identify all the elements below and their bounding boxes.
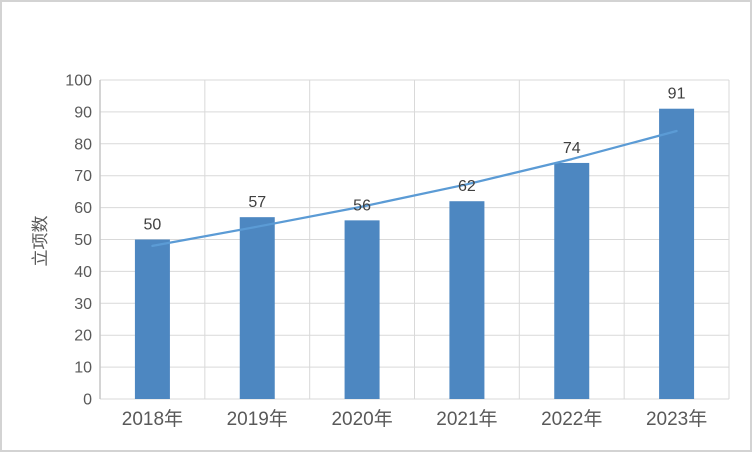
data-label-2019年: 57 — [248, 194, 266, 211]
bar-2022年 — [554, 162, 590, 399]
category-label-2019年: 2019年 — [227, 408, 288, 430]
y-tick-label: 20 — [74, 328, 92, 345]
bar-2023年 — [659, 108, 695, 400]
y-axis-title: 立项数 — [31, 216, 50, 267]
category-label-2021年: 2021年 — [436, 408, 497, 430]
data-label-2022年: 74 — [563, 140, 581, 157]
y-tick-label: 10 — [74, 360, 92, 377]
bar-2019年 — [239, 217, 275, 399]
bar-2021年 — [449, 201, 485, 399]
y-tick-label: 40 — [74, 264, 92, 281]
bar-series — [134, 108, 695, 400]
y-tick-label: 50 — [74, 232, 92, 249]
y-tick-label: 80 — [74, 136, 92, 153]
data-label-2023年: 91 — [668, 86, 686, 103]
bar-2018年 — [134, 239, 170, 399]
category-label-2018年: 2018年 — [122, 408, 183, 430]
trendline-path — [151, 129, 678, 248]
gridlines — [99, 79, 730, 400]
y-tick-label: 100 — [65, 73, 92, 90]
y-tick-label: 90 — [74, 104, 92, 121]
category-label-2020年: 2020年 — [331, 408, 392, 430]
y-tick-label: 30 — [74, 296, 92, 313]
category-label-2022年: 2022年 — [541, 408, 602, 430]
axis-labels: 0 10 20 30 40 50 60 70 80 90 100 50 2018年 57 2019年 56 20… — [65, 73, 707, 431]
bar-2020年 — [344, 220, 380, 399]
y-tick-label: 60 — [74, 200, 92, 217]
data-label-2018年: 50 — [144, 217, 162, 234]
category-label-2023年: 2023年 — [646, 408, 707, 430]
trendline — [151, 129, 678, 248]
data-label-2020年: 56 — [353, 197, 371, 214]
data-label-2021年: 62 — [458, 178, 476, 195]
y-tick-label: 70 — [74, 168, 92, 185]
y-tick-label: 0 — [83, 392, 92, 409]
